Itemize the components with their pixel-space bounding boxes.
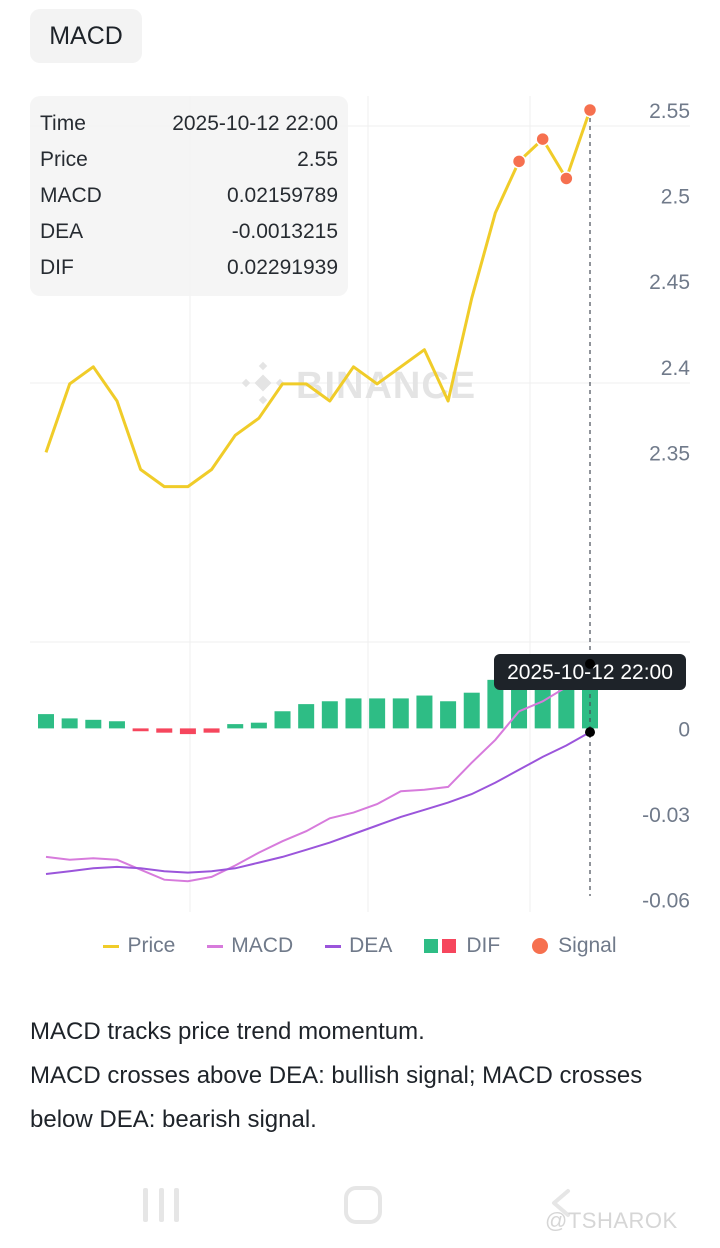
tooltip-value: 0.02291939 (227, 256, 338, 279)
crosshair-label: 2025-10-12 22:00 (507, 661, 673, 684)
back-icon[interactable] (546, 1188, 576, 1218)
price-axis-tick: 2.5 (661, 186, 690, 209)
price-line (44, 109, 592, 489)
dif-bar (416, 695, 433, 729)
tooltip-value: -0.0013215 (231, 220, 338, 243)
dif-bar (108, 721, 125, 729)
price-axis-tick: 2.4 (661, 357, 691, 380)
dif-bar (132, 728, 149, 732)
legend-swatch (532, 938, 549, 954)
dif-bar (487, 679, 504, 729)
signal-dot (559, 171, 574, 186)
dif-bar (38, 714, 54, 729)
macd-chart[interactable]: BINANCE 2.55 2.5 2.45 2.4 2.35 0 -0.03 -0.06 2… (0, 70, 720, 920)
dif-bar (85, 719, 102, 729)
tooltip-label: MACD (40, 184, 102, 207)
legend-item-price[interactable]: Price (103, 934, 175, 958)
binance-watermark: BINANCE (241, 361, 476, 407)
tooltip-value: 2.55 (297, 148, 338, 171)
description-line-1: MACD tracks price trend momentum. (30, 1018, 425, 1045)
legend-swatch (207, 944, 224, 948)
tooltip-row-macd: MACD 0.02159789 (40, 178, 338, 214)
macd-axis-tick: 0 (678, 718, 690, 741)
macd-crosshair-dot (585, 658, 595, 669)
tooltip-label: DEA (40, 220, 84, 243)
tooltip-row-dea: DEA -0.0013215 (40, 214, 338, 250)
tooltip-panel: Time 2025-10-12 22:00 Price 2.55 MACD 0.… (30, 96, 348, 296)
dif-bar (179, 728, 196, 735)
legend-label: Signal (558, 934, 617, 957)
dea-crosshair-dot (585, 727, 595, 738)
legend-item-signal[interactable]: Signal (532, 934, 617, 958)
legend-label: DEA (349, 934, 393, 957)
price-axis-tick: 2.55 (649, 100, 690, 123)
dif-bar (274, 711, 291, 729)
dif-bar (227, 724, 244, 729)
legend-item-dea[interactable]: DEA (325, 934, 392, 958)
macd-axis-tick: -0.06 (642, 890, 690, 913)
dif-bar (156, 728, 173, 733)
watermark-text: BINANCE (296, 365, 476, 407)
dif-bar (345, 698, 362, 729)
dif-bar (392, 698, 409, 729)
dif-bar (203, 728, 220, 733)
legend-swatch (424, 939, 439, 953)
macd-description: MACD tracks price trend momentum. MACD c… (30, 1010, 670, 1142)
legend-swatch (103, 944, 120, 948)
legend-swatch (325, 944, 342, 948)
signal-dot (535, 131, 550, 147)
signal-dot (582, 102, 598, 118)
legend-item-dif[interactable]: DIF (424, 934, 500, 958)
legend-label: MACD (231, 934, 294, 957)
tooltip-row-dif: DIF 0.02291939 (40, 250, 338, 286)
description-line-2: MACD crosses above DEA: bullish signal; … (30, 1062, 643, 1133)
tooltip-label: DIF (40, 256, 74, 279)
tooltip-label: Price (40, 148, 88, 171)
price-axis-tick: 2.45 (649, 271, 690, 294)
chart-legend: Price MACD DEA DIF Signal (0, 926, 720, 966)
tooltip-value: 0.02159789 (227, 184, 338, 207)
legend-swatch (442, 939, 457, 953)
price-axis-tick: 2.35 (649, 442, 690, 465)
tooltip-label: Time (40, 112, 86, 135)
dif-bar (369, 698, 386, 729)
macd-axis-tick: -0.03 (642, 804, 690, 827)
dif-bar (298, 704, 315, 729)
tooltip-row-price: Price 2.55 (40, 142, 338, 178)
legend-label: Price (127, 934, 176, 957)
tooltip-value: 2025-10-12 22:00 (172, 112, 338, 135)
legend-item-macd[interactable]: MACD (207, 934, 293, 958)
system-nav-bar (0, 1180, 720, 1230)
recent-apps-button[interactable] (143, 1188, 179, 1222)
dif-bar (463, 692, 480, 729)
crosshair-label-bg (494, 654, 686, 690)
dea-line (45, 731, 591, 875)
dif-bar (250, 722, 267, 729)
signal-dot (511, 154, 527, 169)
tooltip-row-time: Time 2025-10-12 22:00 (40, 106, 338, 142)
macd-title-chip[interactable]: MACD (30, 9, 142, 63)
dif-bar (440, 701, 457, 729)
dif-bar (61, 718, 78, 729)
home-button[interactable] (344, 1186, 382, 1224)
legend-label: DIF (466, 934, 501, 957)
dif-bar (321, 701, 338, 729)
author-tag: @TSHAROK (545, 1208, 678, 1233)
